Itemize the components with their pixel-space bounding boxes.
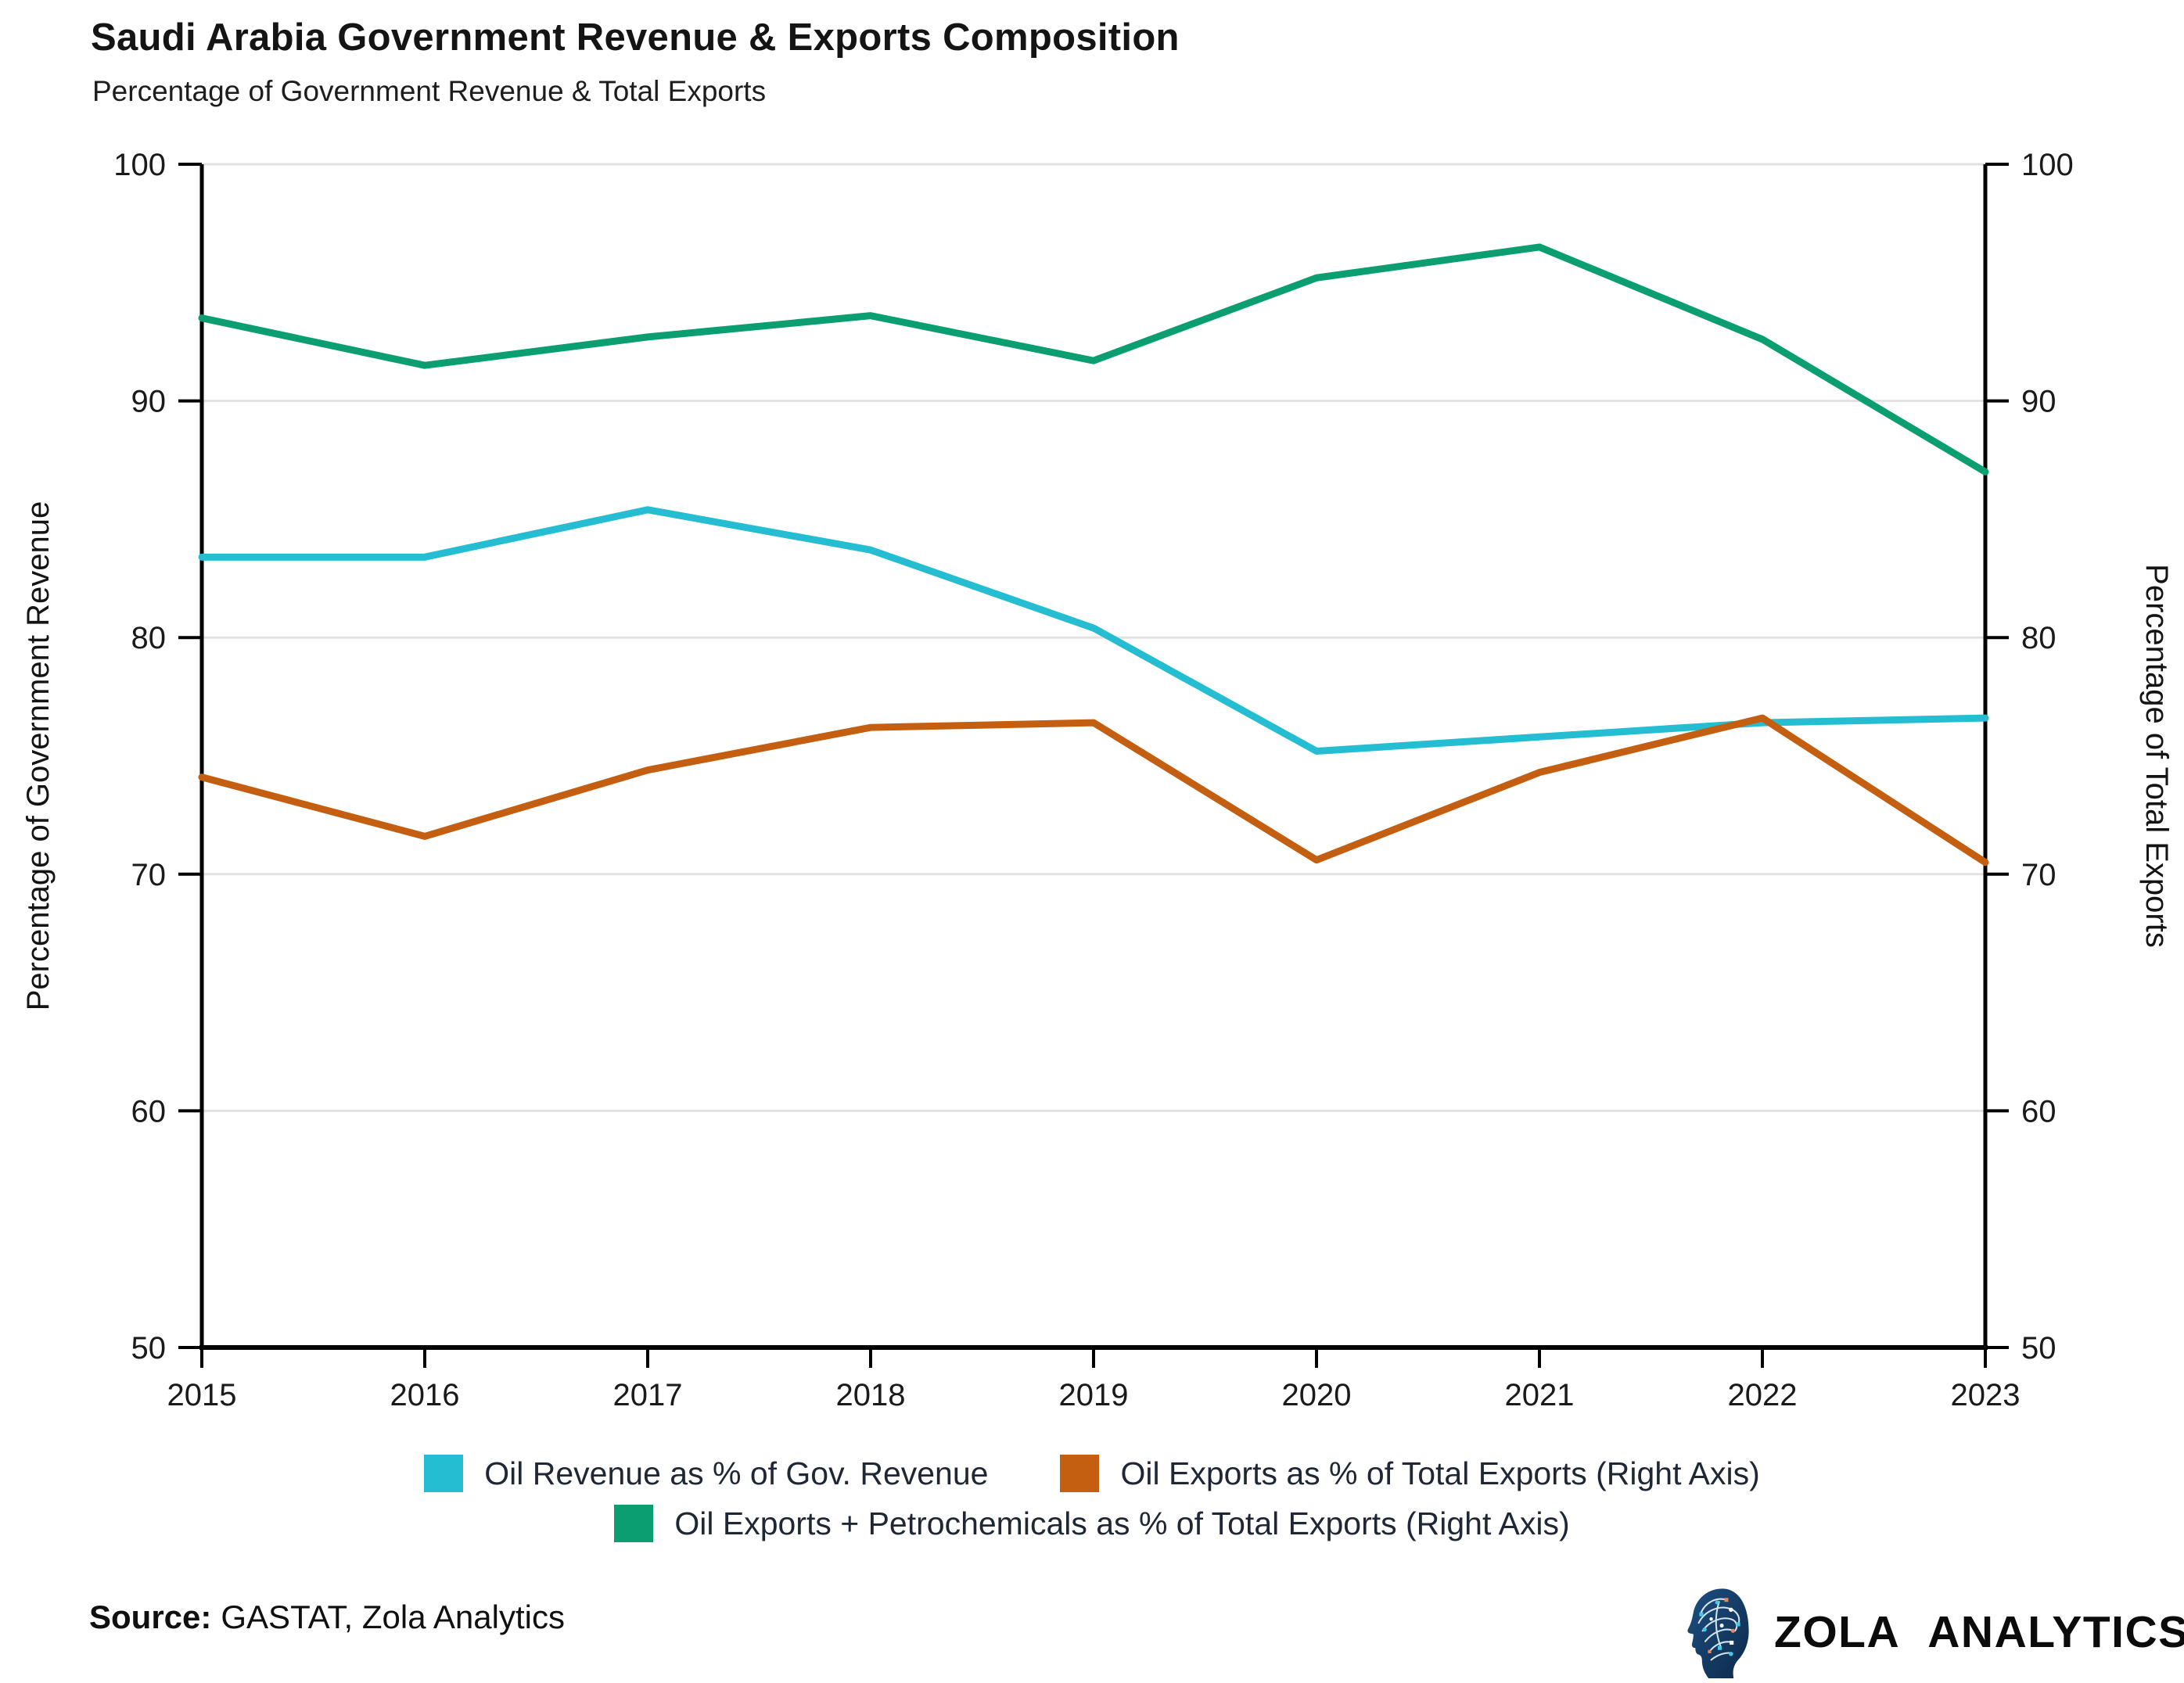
svg-text:2019: 2019 bbox=[1059, 1378, 1129, 1412]
svg-text:2017: 2017 bbox=[613, 1378, 683, 1412]
svg-text:2015: 2015 bbox=[167, 1378, 237, 1412]
svg-text:70: 70 bbox=[2021, 858, 2056, 892]
svg-text:2018: 2018 bbox=[836, 1378, 906, 1412]
brand-logo: ZOLA ANALYTICS bbox=[1683, 1586, 2184, 1678]
svg-text:50: 50 bbox=[2021, 1331, 2056, 1365]
legend-item: Oil Revenue as % of Gov. Revenue bbox=[424, 1455, 988, 1492]
svg-text:Percentage of Government Reven: Percentage of Government Revenue bbox=[21, 501, 56, 1011]
chart-legend: Oil Revenue as % of Gov. Revenue Oil Expo… bbox=[0, 1455, 2184, 1542]
svg-text:2021: 2021 bbox=[1505, 1378, 1575, 1412]
legend-swatch bbox=[1060, 1455, 1100, 1492]
legend-item: Oil Exports as % of Total Exports (Right… bbox=[1060, 1455, 1760, 1492]
svg-text:2022: 2022 bbox=[1728, 1378, 1798, 1412]
svg-text:80: 80 bbox=[2021, 621, 2056, 655]
svg-text:100: 100 bbox=[2021, 148, 2074, 182]
source-note: Source: GASTAT, Zola Analytics bbox=[89, 1599, 565, 1636]
source-text: GASTAT, Zola Analytics bbox=[221, 1599, 565, 1635]
svg-text:60: 60 bbox=[131, 1094, 167, 1129]
legend-label: Oil Exports + Petrochemicals as % of Tot… bbox=[674, 1505, 1570, 1541]
chart-subtitle: Percentage of Government Revenue & Total… bbox=[92, 75, 767, 107]
legend-item: Oil Exports + Petrochemicals as % of Tot… bbox=[614, 1505, 1570, 1542]
svg-text:80: 80 bbox=[131, 621, 167, 655]
svg-text:70: 70 bbox=[131, 858, 167, 892]
legend-label: Oil Revenue as % of Gov. Revenue bbox=[484, 1455, 989, 1491]
source-label: Source: bbox=[89, 1599, 212, 1635]
legend-swatch bbox=[424, 1455, 464, 1492]
svg-text:90: 90 bbox=[2021, 385, 2056, 419]
svg-text:100: 100 bbox=[113, 148, 166, 182]
page-title: Saudi Arabia Government Revenue & Export… bbox=[91, 16, 1180, 59]
circuit-head-icon bbox=[1687, 1588, 1749, 1678]
svg-text:2023: 2023 bbox=[1951, 1378, 2021, 1412]
svg-text:2020: 2020 bbox=[1282, 1378, 1352, 1412]
legend-swatch bbox=[614, 1505, 654, 1542]
legend-row-2: Oil Exports + Petrochemicals as % of Tot… bbox=[614, 1505, 1570, 1542]
svg-text:50: 50 bbox=[131, 1331, 167, 1365]
svg-text:60: 60 bbox=[2021, 1094, 2056, 1129]
svg-text:Percentage of Total Exports: Percentage of Total Exports bbox=[2139, 564, 2174, 948]
legend-row-1: Oil Revenue as % of Gov. Revenue Oil Expo… bbox=[424, 1455, 1760, 1492]
legend-label: Oil Exports as % of Total Exports (Right… bbox=[1120, 1455, 1760, 1491]
svg-text:2016: 2016 bbox=[390, 1378, 460, 1412]
brand-name: ZOLA ANALYTICS bbox=[1774, 1607, 2184, 1657]
svg-text:90: 90 bbox=[131, 385, 167, 419]
